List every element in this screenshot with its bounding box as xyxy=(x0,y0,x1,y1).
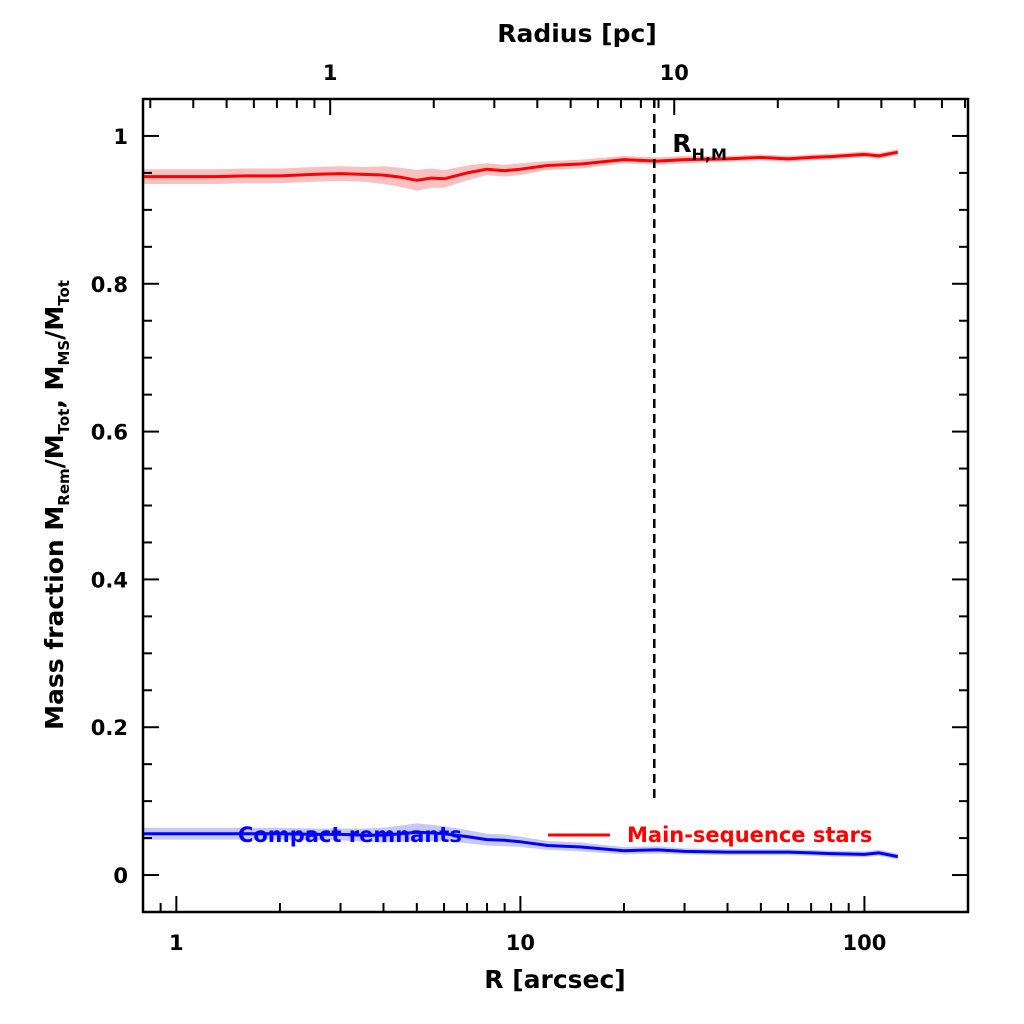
y-tick-label: 1 xyxy=(113,125,128,149)
main-sequence-stars-line xyxy=(143,150,899,182)
y-tick-label: 0.6 xyxy=(91,421,128,445)
x-tick-label: 1 xyxy=(169,931,184,955)
legend-label-main-sequence-stars: Main-sequence stars xyxy=(627,823,872,847)
y-tick-label: 0.4 xyxy=(91,568,128,592)
tick-labels: 0 0.2 0.4 0.6 0.8 1 1 10 100 1 10 xyxy=(91,61,887,955)
x-tick-label: 100 xyxy=(843,931,887,955)
half-mass-radius-label: RH,M xyxy=(672,129,727,164)
y-tick-label: 0 xyxy=(113,864,128,888)
compact-remnants-line xyxy=(143,830,899,859)
top-tick-label: 1 xyxy=(323,61,338,85)
y-tick-label: 0.2 xyxy=(91,716,128,740)
x-tick-label: 10 xyxy=(506,931,535,955)
top-tick-label: 10 xyxy=(660,61,689,85)
top-axis-title: Radius [pc] xyxy=(497,19,657,48)
y-axis-title: Mass fraction MRem/MTot, MMS/MTot xyxy=(40,280,73,730)
y-tick-label: 0.8 xyxy=(91,273,128,297)
half-mass-radius-marker: RH,M xyxy=(653,99,727,802)
series-lines xyxy=(143,150,899,859)
legend: Compact remnants Main-sequence stars xyxy=(238,823,872,847)
legend-label-compact-remnants: Compact remnants xyxy=(238,823,462,847)
plot-frame xyxy=(141,97,970,914)
x-axis-title: R [arcsec] xyxy=(484,965,625,994)
